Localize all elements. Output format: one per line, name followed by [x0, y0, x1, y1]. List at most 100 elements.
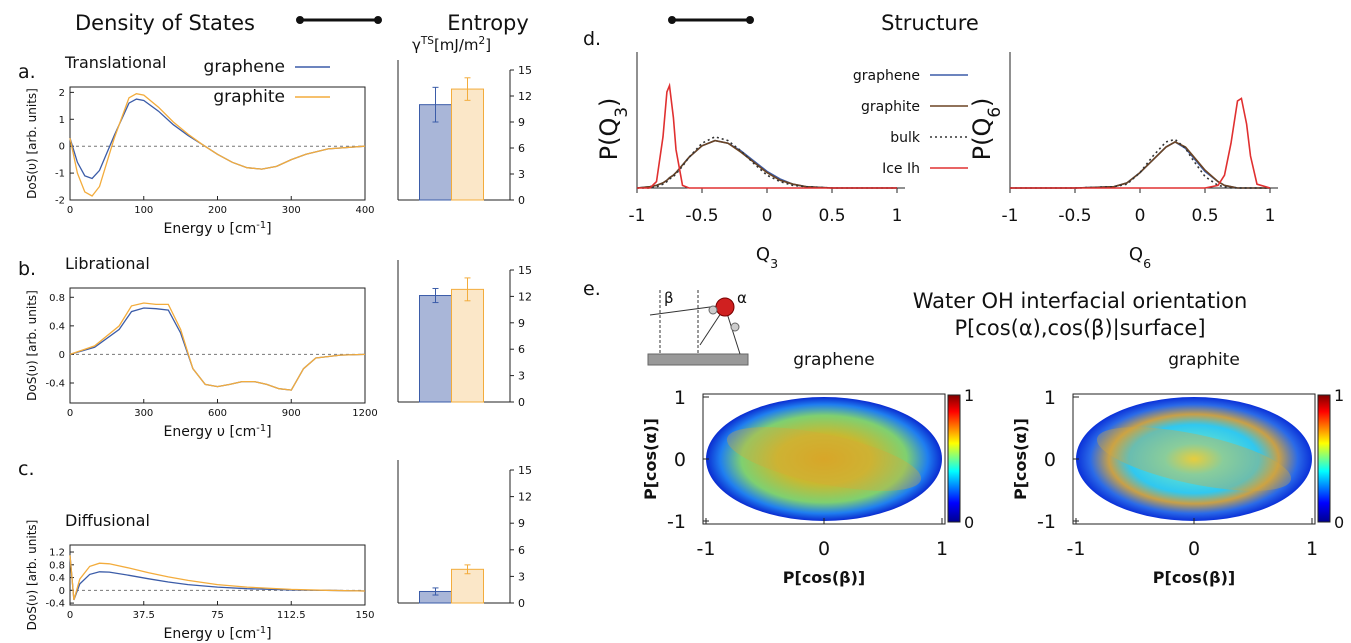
- y-tick-label: -1: [1037, 511, 1056, 533]
- panel-title: Water OH interfacial orientation: [913, 289, 1248, 313]
- y-axis-label-part: 6: [984, 107, 1004, 118]
- y-tick-label: 12: [518, 491, 532, 504]
- y-tick-label: 1: [59, 115, 65, 126]
- y-axis-label: P(Q3): [595, 98, 631, 161]
- line-series: [637, 82, 897, 189]
- error-bar: [432, 587, 439, 596]
- error-bar: [432, 86, 439, 123]
- x-tick-label: 0: [762, 206, 773, 226]
- header: Entropy: [447, 11, 529, 35]
- y-axis-label-part: DoS(υ) [arb. units]: [25, 520, 39, 631]
- y-tick-label: 1: [1044, 387, 1056, 409]
- y-tick-label: 15: [518, 264, 532, 277]
- y-tick-label: -2: [55, 196, 65, 207]
- chart-title: Librational: [65, 254, 150, 273]
- y-tick-label: 0.8: [49, 293, 65, 304]
- x-tick-label: -1: [629, 206, 646, 226]
- y-axis-label: DoS(υ) [arb. units]: [25, 290, 39, 401]
- density-band: [726, 427, 922, 491]
- x-axis-label: Energy υ [cm-1]: [163, 625, 271, 643]
- x-tick-label: 75: [211, 610, 224, 621]
- y-tick-label: 0: [1044, 449, 1056, 471]
- y-tick-label: 0: [518, 396, 525, 409]
- y-tick-label: 3: [518, 370, 525, 383]
- x-tick-label: 1: [1265, 206, 1276, 226]
- error-bar: [464, 77, 471, 101]
- colorbar-tick-label: 1: [1334, 386, 1344, 405]
- y-tick-label: 6: [518, 544, 525, 557]
- x-axis-label-part: ]: [266, 424, 271, 440]
- x-axis-label-part: Q: [756, 244, 770, 265]
- y-axis-label-part: P[cos(α)]: [641, 418, 660, 500]
- y-axis-label: γTS[mJ/m2]: [412, 35, 491, 54]
- line-series: [69, 555, 366, 601]
- y-axis-label-part: DoS(υ) [arb. units]: [25, 290, 39, 401]
- x-tick-label: 112.5: [277, 610, 306, 621]
- legend-label: graphene: [204, 57, 285, 77]
- line-series: [1010, 97, 1271, 189]
- colorbar-tick-label: 1: [964, 386, 974, 405]
- header-decoration: [296, 16, 754, 24]
- header: Density of States: [75, 11, 255, 35]
- panel-letter: c.: [18, 458, 35, 480]
- x-tick-label: 1: [936, 538, 948, 560]
- x-tick-label: -0.5: [685, 206, 718, 226]
- y-axis-label-part: ): [968, 98, 996, 107]
- y-tick-label: 3: [518, 168, 525, 181]
- x-tick-label: 0.5: [818, 206, 845, 226]
- x-tick-label: 37.5: [133, 610, 155, 621]
- x-axis-label-part: -1: [256, 625, 266, 636]
- y-tick-label: 0.4: [49, 573, 65, 584]
- line-series: [69, 307, 366, 391]
- bar: [451, 88, 484, 201]
- chart-title: graphite: [1168, 350, 1240, 370]
- y-axis-label-part: 2: [479, 35, 486, 47]
- line-series: [636, 139, 897, 189]
- colorbar: [947, 394, 961, 523]
- x-axis-label-part: -1: [256, 423, 266, 434]
- header: Structure: [881, 11, 979, 35]
- x-tick-label: 600: [208, 408, 227, 419]
- y-axis-label-part: P[cos(α)]: [1011, 418, 1030, 500]
- line-series: [69, 555, 366, 601]
- x-tick-label: 1: [892, 206, 903, 226]
- y-tick-label: 0: [59, 350, 65, 361]
- x-tick-label: -0.5: [1058, 206, 1091, 226]
- x-axis-label-part: Energy υ [cm: [163, 424, 256, 440]
- y-tick-label: 0: [59, 142, 65, 153]
- panel-letter: a.: [18, 61, 36, 83]
- chart-title: graphene: [793, 350, 874, 370]
- x-axis-label-part: P[cos(β)]: [783, 568, 865, 587]
- x-tick-label: 0: [67, 408, 73, 419]
- x-axis-label-part: 6: [1143, 256, 1151, 271]
- y-tick-label: -1: [667, 511, 686, 533]
- y-tick-label: 0: [59, 586, 65, 597]
- y-tick-label: 0.4: [49, 321, 65, 332]
- chart-title: Translational: [64, 53, 166, 72]
- y-axis-label-part: P(Q: [595, 118, 623, 161]
- y-axis-label: P[cos(α)]: [641, 418, 660, 500]
- y-tick-label: 9: [518, 317, 525, 330]
- x-axis-label: Energy υ [cm-1]: [163, 220, 271, 238]
- y-axis-label-part: ]: [485, 36, 491, 54]
- inset-diagram: β α: [647, 289, 749, 366]
- x-tick-label: 1200: [352, 408, 377, 419]
- density-map: [706, 397, 942, 521]
- error-bar: [464, 564, 471, 575]
- y-tick-label: 6: [518, 343, 525, 356]
- y-axis-label-part: γ: [412, 36, 421, 54]
- x-tick-label: 400: [355, 205, 374, 216]
- line-series: [69, 93, 366, 197]
- y-axis-label: DoS(υ) [arb. units]: [25, 88, 39, 199]
- line-series: [1010, 140, 1270, 189]
- y-tick-label: 15: [518, 464, 532, 477]
- y-tick-label: 9: [518, 517, 525, 530]
- density-band: [1096, 427, 1292, 491]
- bar: [419, 295, 452, 403]
- panel-letter: e.: [583, 278, 601, 300]
- y-tick-label: 0: [518, 597, 525, 610]
- y-tick-label: -0.4: [45, 379, 65, 390]
- x-tick-label: -1: [697, 538, 716, 560]
- x-tick-label: 200: [208, 205, 227, 216]
